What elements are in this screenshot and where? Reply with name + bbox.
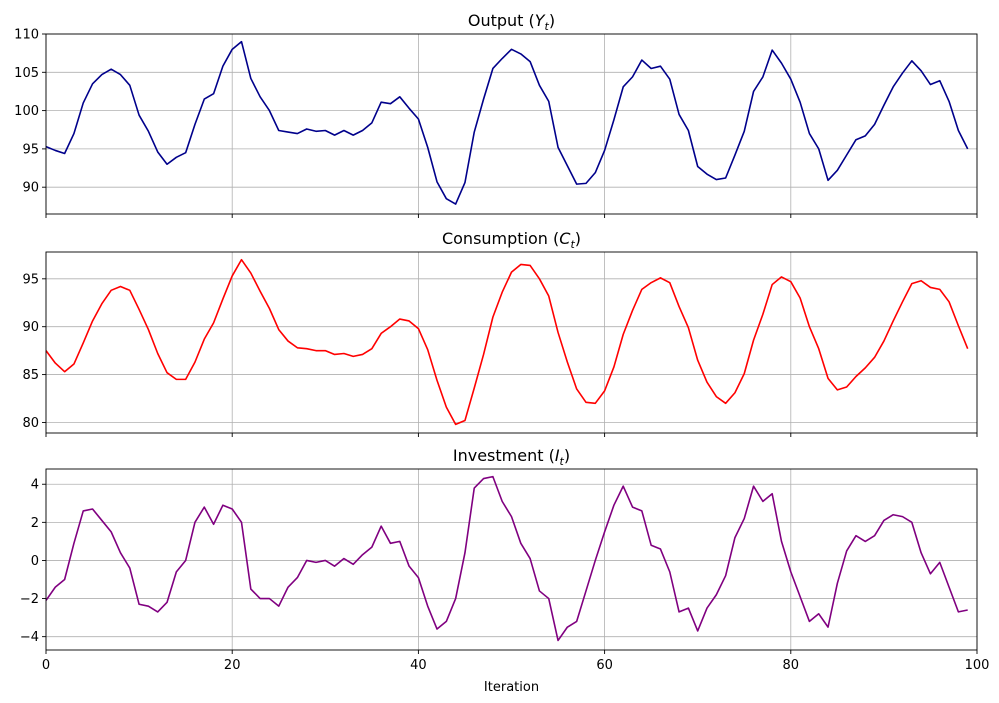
- chart-title: Consumption (Ct): [442, 229, 581, 251]
- chart-title: Output (Yt): [468, 11, 555, 33]
- y-tick-label: 90: [22, 181, 39, 196]
- x-tick-label: 80: [783, 658, 800, 673]
- y-tick-label: 105: [14, 66, 39, 81]
- chart-panel-output: 90 95 100 105 110 Output (Yt): [14, 11, 978, 218]
- x-tick-label: 40: [410, 658, 427, 673]
- x-tick-label: 20: [224, 658, 241, 673]
- y-tick-label: 85: [22, 368, 39, 383]
- y-tick-label: 2: [31, 516, 39, 531]
- chart-title: Investment (It): [453, 446, 570, 468]
- x-tick-label: 60: [596, 658, 613, 673]
- y-tick-label: 95: [22, 142, 39, 157]
- y-tick-label: 100: [14, 104, 39, 119]
- y-tick-label: 90: [22, 320, 39, 335]
- series-line-consumption: [45, 258, 969, 426]
- y-tick-label: 80: [22, 416, 39, 431]
- x-axis-label: Iteration: [484, 680, 539, 695]
- y-tick-label: −4: [20, 630, 39, 645]
- plot-frame: [45, 251, 978, 434]
- x-tick-label: 0: [42, 658, 50, 673]
- y-tick-label: 4: [31, 478, 39, 493]
- y-tick-label: 110: [14, 28, 39, 43]
- x-tick-label: 100: [965, 658, 990, 673]
- y-tick-label: 95: [22, 272, 39, 287]
- series-line-output: [45, 40, 969, 205]
- y-tick-label: −2: [20, 592, 39, 607]
- y-tick-label: 0: [31, 554, 39, 569]
- series-line-investment: [45, 475, 968, 642]
- plot-frame: [45, 33, 978, 215]
- plot-frame: [45, 468, 978, 651]
- chart-panel-consumption: 80 85 90 95 Consumption (Ct): [22, 229, 978, 437]
